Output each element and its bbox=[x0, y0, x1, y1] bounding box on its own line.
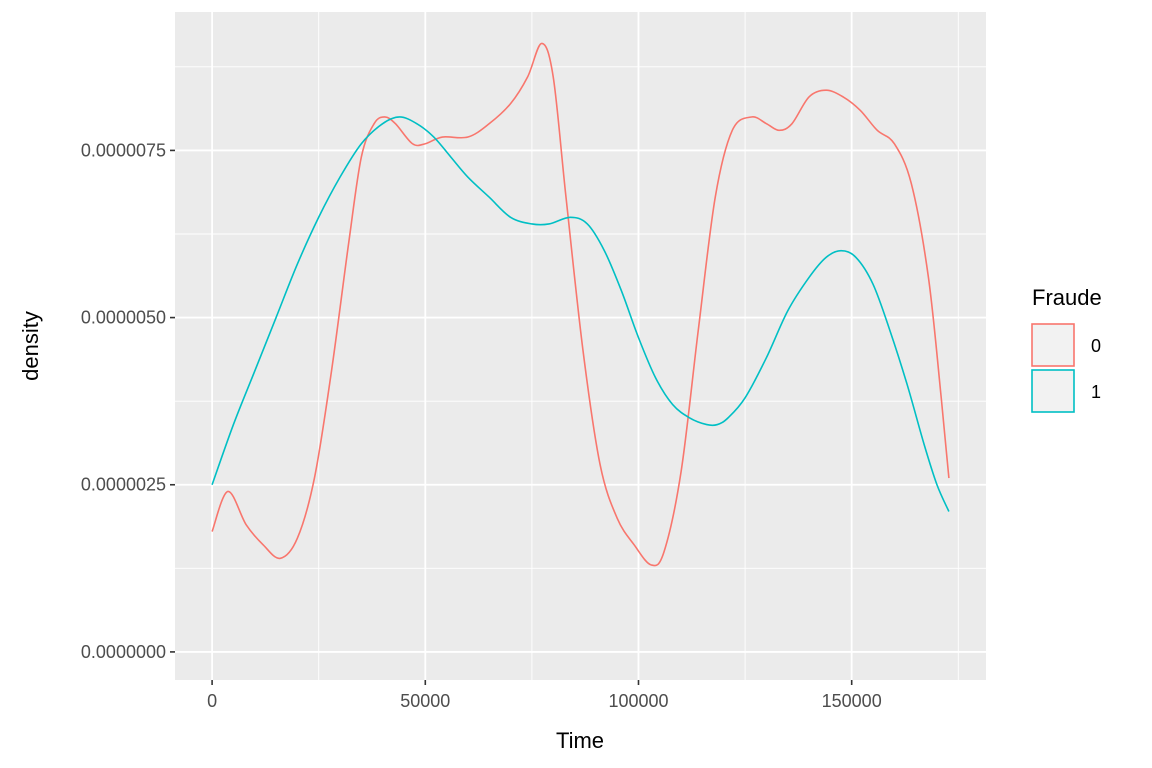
x-axis: 0 50000 100000 150000 bbox=[207, 680, 882, 711]
x-tick-label: 50000 bbox=[400, 691, 450, 711]
legend: Fraude 01 bbox=[1031, 285, 1102, 413]
x-axis-title: Time bbox=[556, 728, 604, 753]
legend-items: 01 bbox=[1031, 323, 1101, 413]
y-tick-label: 0.0000000 bbox=[81, 642, 166, 662]
legend-key-0 bbox=[1031, 323, 1075, 367]
x-tick-label: 100000 bbox=[608, 691, 668, 711]
major-gridlines bbox=[175, 12, 986, 680]
series-line-0 bbox=[211, 42, 950, 567]
legend-label-0: 0 bbox=[1091, 336, 1101, 356]
y-axis-title: density bbox=[18, 311, 43, 381]
legend-label-1: 1 bbox=[1091, 382, 1101, 402]
y-axis: 0.0000000 0.0000025 0.0000050 0.0000075 bbox=[81, 140, 175, 662]
y-tick-label: 0.0000050 bbox=[81, 308, 166, 328]
legend-key-1 bbox=[1031, 369, 1075, 413]
plot-panel bbox=[175, 12, 986, 680]
y-tick-label: 0.0000025 bbox=[81, 475, 166, 495]
x-tick-label: 150000 bbox=[822, 691, 882, 711]
x-tick-label: 0 bbox=[207, 691, 217, 711]
legend-title: Fraude bbox=[1032, 285, 1102, 310]
y-tick-label: 0.0000075 bbox=[81, 140, 166, 160]
series-line-1 bbox=[211, 116, 950, 512]
series-layer bbox=[211, 42, 950, 567]
